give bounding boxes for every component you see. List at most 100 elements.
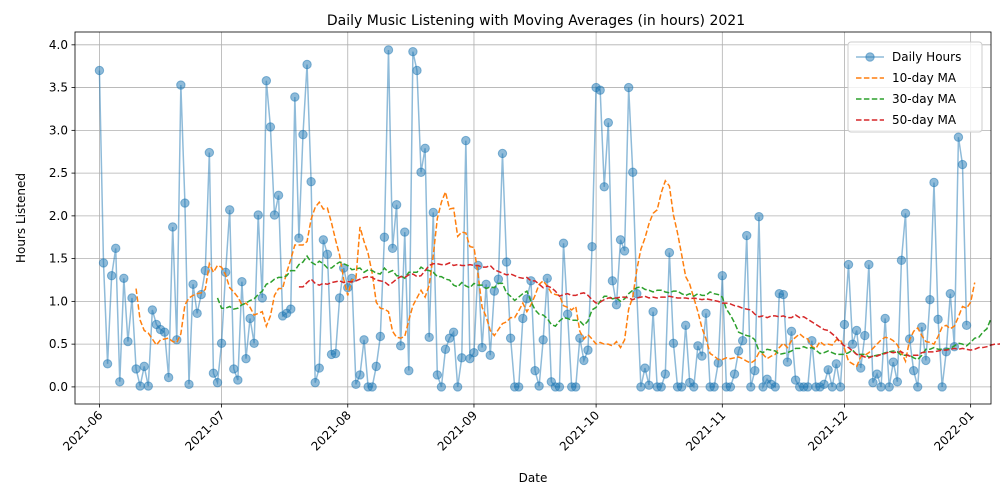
data-point bbox=[127, 293, 137, 303]
data-point bbox=[408, 46, 418, 57]
data-point bbox=[628, 167, 638, 177]
data-point bbox=[501, 257, 512, 267]
data-point bbox=[587, 241, 597, 252]
data-point bbox=[253, 210, 263, 220]
data-point bbox=[159, 327, 170, 337]
data-point bbox=[180, 198, 190, 208]
data-point bbox=[111, 243, 121, 254]
data-point bbox=[697, 351, 707, 361]
data-point bbox=[831, 359, 841, 369]
data-point bbox=[746, 382, 756, 392]
data-point bbox=[876, 382, 886, 392]
data-point bbox=[599, 182, 609, 192]
data-point bbox=[860, 330, 870, 341]
data-point bbox=[334, 293, 345, 303]
data-point bbox=[534, 381, 544, 391]
series-line bbox=[216, 254, 992, 361]
data-point bbox=[607, 276, 618, 286]
data-point bbox=[579, 355, 589, 366]
data-point bbox=[636, 382, 646, 392]
data-point bbox=[452, 382, 463, 392]
data-point bbox=[754, 212, 764, 222]
data-point bbox=[668, 338, 679, 348]
y-tick-label: 2.0 bbox=[49, 209, 68, 223]
data-point bbox=[420, 143, 430, 154]
data-point bbox=[623, 82, 634, 93]
data-point bbox=[664, 247, 675, 258]
data-point bbox=[660, 369, 671, 379]
data-point bbox=[192, 308, 202, 319]
data-point bbox=[921, 355, 931, 366]
data-point bbox=[241, 353, 251, 364]
data-point bbox=[742, 230, 752, 241]
data-point bbox=[717, 271, 728, 281]
data-point bbox=[518, 313, 528, 324]
data-point bbox=[168, 222, 178, 232]
data-point bbox=[884, 382, 894, 392]
data-point bbox=[729, 369, 740, 379]
data-point bbox=[961, 320, 972, 331]
legend-label-30-day-ma: 30-day MA bbox=[892, 92, 957, 106]
data-point bbox=[229, 364, 239, 374]
series-10-day-ma bbox=[135, 179, 976, 368]
data-point bbox=[94, 65, 105, 76]
legend-label-daily-hours: Daily Hours bbox=[892, 50, 961, 64]
data-point bbox=[680, 320, 691, 331]
data-point bbox=[115, 377, 125, 387]
data-point bbox=[896, 255, 907, 266]
data-point bbox=[493, 274, 504, 284]
y-axis-title: Hours Listened bbox=[14, 173, 28, 263]
data-point bbox=[953, 132, 964, 142]
data-point bbox=[135, 381, 145, 391]
data-point bbox=[461, 135, 471, 146]
data-point bbox=[404, 365, 414, 376]
data-point bbox=[819, 379, 829, 390]
data-point bbox=[957, 159, 968, 170]
data-point bbox=[330, 348, 341, 359]
data-point bbox=[892, 377, 903, 387]
data-point bbox=[648, 306, 658, 317]
data-point bbox=[485, 350, 495, 360]
data-point bbox=[505, 333, 516, 343]
plot-frame bbox=[74, 31, 992, 405]
data-point bbox=[750, 365, 760, 376]
data-point bbox=[269, 210, 280, 220]
data-point bbox=[208, 368, 219, 378]
data-point bbox=[375, 331, 386, 342]
data-point bbox=[778, 289, 789, 300]
data-point bbox=[249, 338, 259, 348]
y-axis: 0.0 0.5 1.0 1.5 2.0 2.5 3.0 3.5 4.0 bbox=[49, 38, 75, 394]
y-tick-label: 4.0 bbox=[49, 38, 68, 52]
data-point bbox=[196, 289, 206, 300]
data-point bbox=[257, 293, 267, 303]
series-50-day-ma bbox=[298, 262, 1000, 359]
data-point bbox=[119, 273, 129, 283]
legend-marker-daily-hours bbox=[865, 52, 875, 62]
data-point bbox=[864, 259, 874, 270]
data-point bbox=[298, 129, 308, 140]
data-point bbox=[733, 346, 744, 356]
data-point bbox=[725, 382, 736, 392]
series-daily-hours bbox=[94, 45, 972, 392]
data-point bbox=[123, 336, 133, 347]
data-point bbox=[839, 319, 850, 330]
data-point bbox=[391, 200, 402, 210]
data-point bbox=[131, 364, 141, 374]
data-point bbox=[823, 365, 833, 375]
data-point bbox=[416, 167, 426, 177]
data-point bbox=[448, 327, 459, 337]
data-point bbox=[204, 147, 215, 158]
data-point bbox=[359, 335, 369, 345]
data-point bbox=[383, 45, 394, 55]
data-point bbox=[701, 308, 711, 319]
series-layer bbox=[94, 45, 1000, 392]
data-point bbox=[477, 342, 487, 353]
data-point bbox=[98, 258, 109, 268]
data-point bbox=[310, 377, 320, 388]
data-point bbox=[216, 338, 227, 348]
data-point bbox=[322, 249, 333, 260]
data-point bbox=[367, 382, 377, 392]
data-point bbox=[147, 305, 158, 315]
data-point bbox=[261, 76, 272, 86]
